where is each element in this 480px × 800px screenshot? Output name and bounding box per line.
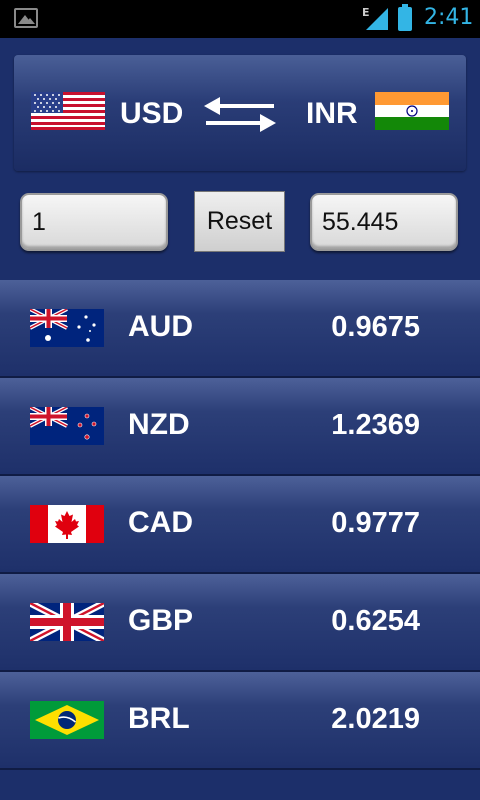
- clock: 2:41: [424, 5, 474, 30]
- currency-code: BRL: [128, 702, 190, 735]
- signal-icon: [366, 8, 388, 30]
- currency-rate: 1.2369: [331, 409, 420, 441]
- uk-flag-icon: [30, 603, 104, 641]
- currency-rate: 0.9675: [331, 311, 420, 343]
- amount-input[interactable]: [20, 193, 168, 251]
- rate-row-aud[interactable]: AUD 0.9675: [0, 280, 480, 378]
- currency-code: GBP: [128, 604, 194, 637]
- gallery-notification-icon: [14, 8, 38, 28]
- status-bar: E 2:41: [0, 0, 480, 38]
- currency-code: AUD: [128, 310, 193, 343]
- rate-row-cad[interactable]: CAD 0.9777: [0, 476, 480, 574]
- australia-flag-icon: [30, 309, 104, 347]
- to-currency-code[interactable]: INR: [306, 97, 358, 130]
- brazil-flag-icon: [30, 701, 104, 739]
- converted-amount-field[interactable]: [310, 193, 458, 251]
- rate-row-brl[interactable]: BRL 2.0219: [0, 672, 480, 770]
- from-currency-code[interactable]: USD: [120, 97, 184, 130]
- canada-flag-icon: [30, 505, 104, 543]
- swap-arrows-icon[interactable]: [204, 97, 276, 133]
- currency-rate: 2.0219: [331, 703, 420, 735]
- currency-code: CAD: [128, 506, 193, 539]
- currency-rate: 0.9777: [331, 507, 420, 539]
- battery-icon: [398, 4, 412, 31]
- rate-row-gbp[interactable]: GBP 0.6254: [0, 574, 480, 672]
- currency-pair-header: USD INR: [14, 55, 466, 171]
- currency-rate: 0.6254: [331, 605, 420, 637]
- new-zealand-flag-icon: [30, 407, 104, 445]
- rates-list: AUD 0.9675 NZD 1.2369 CA: [0, 280, 480, 770]
- rate-row-nzd[interactable]: NZD 1.2369: [0, 378, 480, 476]
- currency-code: NZD: [128, 408, 190, 441]
- us-flag-icon[interactable]: [31, 92, 105, 130]
- india-flag-icon[interactable]: [375, 92, 449, 130]
- network-type-label: E: [362, 6, 370, 19]
- reset-button[interactable]: Reset: [194, 191, 285, 252]
